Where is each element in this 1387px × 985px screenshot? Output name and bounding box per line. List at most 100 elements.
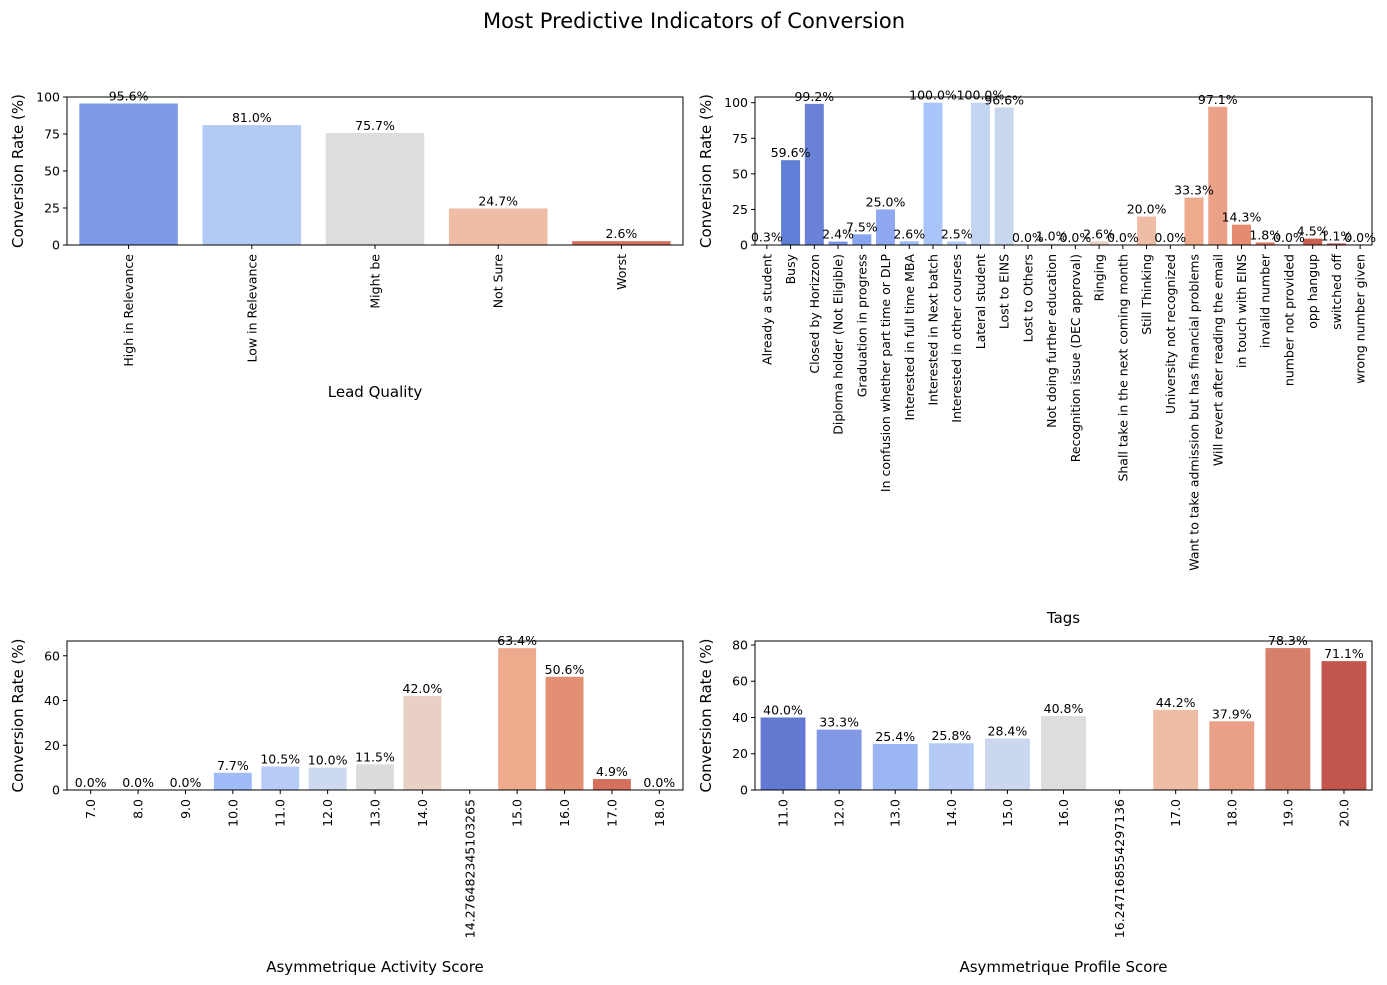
x-tick-label: Not Sure [491,254,506,309]
bar [1265,648,1311,790]
data-label: 11.5% [355,749,395,764]
bar [1208,106,1228,245]
data-label: 25.0% [866,194,906,209]
y-tick-label: 40 [732,710,748,725]
y-tick-label: 25 [732,202,748,217]
y-tick-label: 0 [52,783,60,798]
x-tick-label: in touch with EINS [1234,254,1249,368]
bar [781,160,801,245]
data-label: 24.7% [478,193,518,208]
x-tick-label: 13.0 [368,799,383,827]
chart-lead-quality: 0 25 50 75 100 High in Relevance Low in Releva… [9,89,684,401]
bar [1255,242,1275,245]
bar [804,103,824,245]
data-label: 20.0% [1127,202,1167,217]
data-label: 33.3% [1174,183,1214,198]
x-tick-label: 8.0 [131,799,146,819]
x-tick-label: High in Relevance [121,254,136,367]
data-label: 1.0% [1036,229,1068,244]
x-tick-label: Low in Relevance [244,254,259,363]
x-tick-label: opp hangup [1305,254,1320,329]
x-tick-label: 14.276482345103265 [462,799,477,938]
x-tick-label: Want to take admission but has financial… [1187,254,1202,571]
data-label: 7.5% [846,219,878,234]
data-label: 97.1% [1198,92,1238,107]
bar [448,208,548,245]
x-tick-label: 15.0 [1000,799,1015,827]
y-tick-label: 25 [44,201,60,216]
data-label: 99.2% [794,89,834,104]
x-tick-label: Interested in Next batch [925,254,940,406]
y-tick-label: 60 [732,674,748,689]
y-axis-label: Conversion Rate (%) [697,94,715,248]
chart-profile-score: 0 20 40 60 80 11.0 12.0 13.0 14.0 15.0 16.0 16.2471… [697,633,1373,976]
bar [828,241,848,245]
y-tick-label: 80 [732,637,748,652]
x-tick-label: Still Thinking [1139,254,1154,335]
bar [1153,709,1199,790]
data-label: 50.6% [545,662,585,677]
data-label: 2.5% [941,226,973,241]
x-tick-label: Not doing further education [1044,254,1059,428]
x-tick-label: 12.0 [320,799,335,827]
bar [79,103,178,245]
x-tick-label: 13.0 [888,799,903,827]
data-label: 40.8% [1044,701,1084,716]
y-tick-label: 100 [724,95,748,110]
data-label: 63.4% [497,633,537,648]
y-tick-label: 0 [52,238,60,253]
data-label: 0.0% [170,775,202,790]
data-label: 0.0% [1107,230,1139,245]
x-tick-label: Interested in other courses [949,254,964,423]
bar [325,132,425,245]
data-label: 1.1% [1321,228,1353,243]
data-label: 95.6% [109,89,149,104]
x-tick-label: Worst [614,254,629,290]
x-tick-label: switched off [1329,254,1344,330]
y-tick-label: 100 [36,90,60,105]
bar [1184,197,1204,245]
bar [876,209,896,245]
x-tick-label: number not provided [1281,254,1296,386]
y-tick-label: 20 [732,746,748,761]
y-axis-label: Conversion Rate (%) [697,639,715,793]
x-tick-label: University not recognized [1163,254,1178,414]
x-tick-label: 11.0 [776,799,791,827]
y-tick-label: 50 [732,166,748,181]
x-tick-label: Recognition issue (DEC approval) [1068,254,1083,462]
axes-frame [754,96,1373,246]
bar [970,102,990,245]
bar [1303,238,1323,245]
data-label: 96.6% [984,93,1024,108]
y-tick-label: 20 [44,738,60,753]
bar [202,125,302,245]
x-tick-label: Will revert after reading the email [1210,254,1225,466]
x-tick-label: 16.0 [557,799,572,827]
x-tick-label: 20.0 [1336,799,1351,827]
x-tick-label: Shall take in the next coming month [1115,254,1130,482]
data-label: 0.0% [1154,230,1186,245]
bar [872,743,918,790]
bar [947,241,967,245]
y-tick-label: 75 [44,127,60,142]
x-tick-label: Lost to Others [1020,254,1035,342]
bar [572,241,671,245]
bar [592,779,631,790]
data-label: 0.0% [643,775,675,790]
data-label: 81.0% [232,110,272,125]
data-label: 100.0% [909,88,957,103]
y-tick-label: 40 [44,693,60,708]
data-label: 42.0% [403,681,443,696]
data-label: 37.9% [1212,706,1252,721]
y-tick-label: 0 [740,238,748,253]
x-tick-label: Diploma holder (Not Eligible) [831,254,846,435]
x-tick-label: 18.0 [652,799,667,827]
x-tick-label: Lost to EINS [997,254,1012,329]
x-tick-label: Ringing [1092,254,1107,301]
data-label: 10.0% [308,753,348,768]
data-label: 44.2% [1156,695,1196,710]
x-tick-label: Graduation in progress [854,254,869,397]
x-axis-label: Lead Quality [328,383,423,401]
x-tick-label: Closed by Horizzon [807,254,822,374]
data-label: 100.0% [957,88,1005,103]
